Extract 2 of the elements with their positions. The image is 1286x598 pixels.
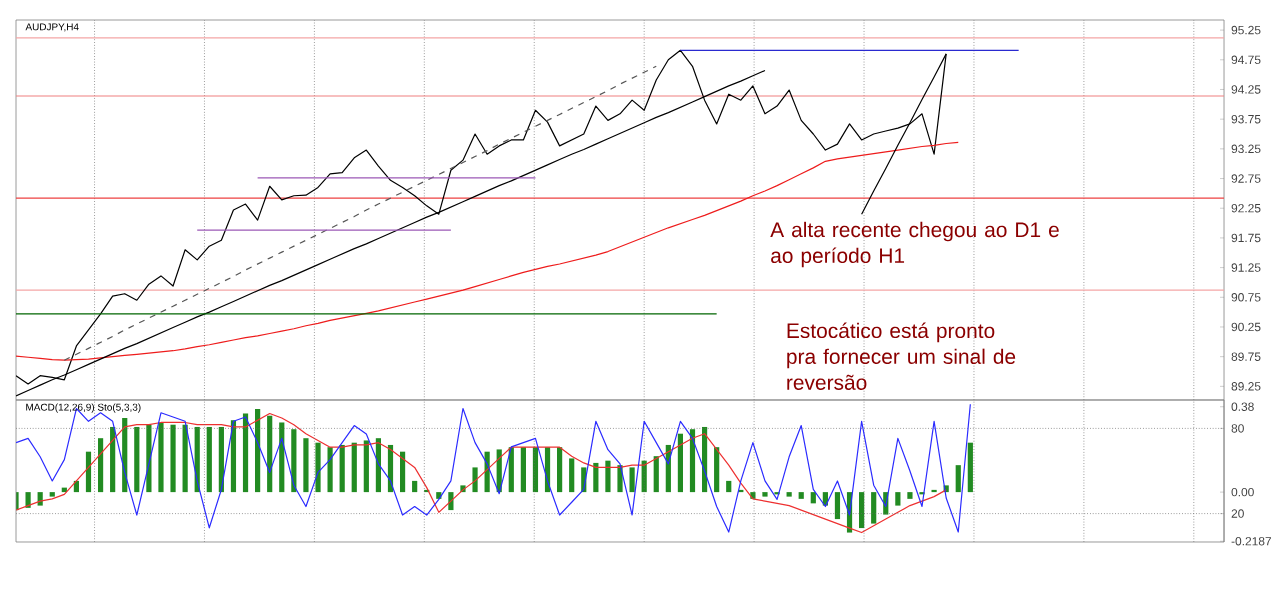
annotation: A alta recente chegou ao D1 e ao período H1 bbox=[770, 221, 1059, 268]
annotation: Estocático está pronto pra fornecer um sinal de reversão bbox=[787, 322, 1016, 390]
